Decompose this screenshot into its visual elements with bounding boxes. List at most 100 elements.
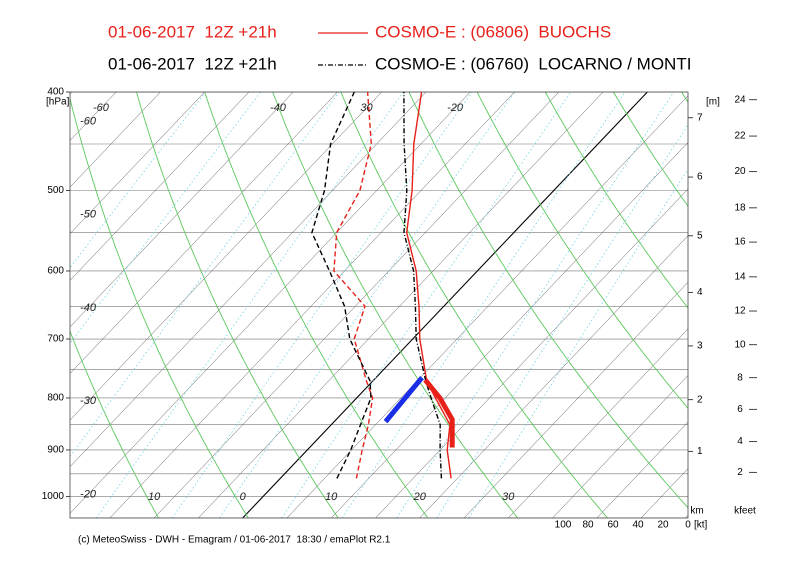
x-tick-label: 20 <box>413 491 427 503</box>
height-tick-label: 6 <box>697 172 703 183</box>
height-tick-label: 3 <box>697 341 703 352</box>
height-tick-label: 2 <box>697 394 703 405</box>
legend-run: 01-06-2017 12Z +21h <box>108 54 277 73</box>
isotherm <box>552 375 688 518</box>
height-axis-unit: km <box>690 506 703 517</box>
mixing-ratio <box>341 92 626 518</box>
kfeet-tick-label: 20 <box>734 166 746 177</box>
kfeet-tick-label: 14 <box>734 271 746 282</box>
x-tick-label: 30 <box>502 491 515 503</box>
isotherm <box>375 188 688 518</box>
wind-tick-label: 20 <box>657 520 669 531</box>
kfeet-tick-label: 18 <box>734 202 746 213</box>
isotherm <box>70 92 205 235</box>
kfeet-tick-label: 12 <box>734 306 746 317</box>
y-tick-label: 600 <box>47 266 64 277</box>
dry-adiabat <box>136 92 339 518</box>
isotherm <box>419 235 688 518</box>
mixing-ratio <box>281 92 572 518</box>
temperature-line <box>403 92 443 479</box>
y-tick-label: 700 <box>47 334 64 345</box>
kfeet-tick-label: 4 <box>737 436 743 447</box>
legend-name: COSMO-E : (06760) LOCARNO / MONTI <box>375 54 691 73</box>
height-tick-label: 4 <box>697 287 703 298</box>
isotherm-label: -60 <box>93 102 110 114</box>
dry-adiabat <box>613 92 688 207</box>
kfeet-tick-label: 24 <box>734 94 746 105</box>
dry-adiabat <box>340 92 608 518</box>
profiles <box>311 92 455 479</box>
thick-segment <box>383 376 424 424</box>
mixing-ratio <box>95 92 404 518</box>
dry-adiabat <box>70 96 249 518</box>
temperature-line <box>405 92 452 479</box>
legend-name: COSMO-E : (06806) BUOCHS <box>375 22 611 41</box>
dry-adiabat <box>544 92 688 309</box>
kfeet-tick-label: 22 <box>734 131 746 142</box>
height-tick-label: 5 <box>697 230 703 241</box>
isotherm-label: -60 <box>80 116 97 128</box>
isotherm <box>109 92 515 518</box>
mixing-ratio <box>396 92 675 518</box>
height-tick-label: 1 <box>697 446 703 457</box>
isotherm <box>70 92 294 328</box>
isotherm <box>70 92 161 188</box>
kfeet-tick-label: 16 <box>734 237 746 248</box>
isotherm <box>70 92 382 421</box>
background-grid <box>0 92 800 518</box>
y-tick-label: 1000 <box>42 491 65 502</box>
isotherm-label: -20 <box>447 102 464 114</box>
x-tick-label: 10 <box>148 491 161 503</box>
labels: 1000 900 800 700 600 5 0 0 400[hPa] 10 0 10 20 30 -60 -… <box>42 22 757 531</box>
thick-segment <box>423 378 455 448</box>
legend-run: 01-06-2017 12Z +21h <box>108 22 277 41</box>
isotherm-label: -40 <box>270 102 287 114</box>
y-tick-label: 900 <box>47 445 64 456</box>
footer: (c) MeteoSwiss - DWH - Emagram / 01-06-2… <box>78 535 391 546</box>
mixing-ratio <box>70 92 206 269</box>
isotherm <box>153 92 559 518</box>
plot-frame <box>69 91 689 519</box>
isotherm <box>286 95 688 518</box>
isotherm <box>0 92 28 518</box>
height-axis-label: [m] <box>706 97 720 108</box>
wind-tick-label: 80 <box>582 520 594 531</box>
mixing-ratio <box>468 168 688 518</box>
wind-tick-label: 0 <box>685 520 691 531</box>
dry-adiabat <box>272 92 519 518</box>
kfeet-tick-label: 6 <box>737 404 743 415</box>
isotherm-label: 30 <box>360 102 373 114</box>
dry-adiabat <box>408 92 688 509</box>
x-tick-label: 10 <box>325 491 338 503</box>
isotherm-label: -20 <box>80 488 97 500</box>
isotherm <box>198 92 604 518</box>
isotherm-label: -50 <box>80 209 97 221</box>
isotherm-label: -40 <box>80 302 97 314</box>
x-tick-label: 0 <box>240 491 247 503</box>
dry-adiabat <box>750 92 800 518</box>
y-tick-label: 400 <box>47 87 64 98</box>
isotherm <box>70 92 427 468</box>
mixing-ratio <box>436 123 688 518</box>
wind-axis-label: [kt] <box>694 520 708 531</box>
y-axis-label: [hPa] <box>46 97 70 108</box>
wind-tick-label: 60 <box>607 520 619 531</box>
y-tick-label: 800 <box>47 393 64 404</box>
kfeet-axis-label: kfeet <box>734 506 756 517</box>
wind-tick-label: 40 <box>632 520 644 531</box>
isotherm <box>508 328 688 518</box>
kfeet-tick-label: 10 <box>734 339 746 350</box>
mixing-ratio <box>219 92 516 518</box>
isotherm-label: -30 <box>80 395 97 407</box>
isotherm <box>596 421 688 518</box>
dry-adiabat <box>204 92 429 518</box>
dry-adiabat <box>70 330 159 518</box>
height-tick-label: 7 <box>697 112 703 123</box>
isotherm <box>640 468 688 518</box>
isotherm <box>70 92 250 281</box>
isotherm <box>463 281 688 518</box>
mixing-ratio <box>70 92 262 345</box>
wind-tick-label: 100 <box>555 520 572 531</box>
kfeet-tick-label: 8 <box>737 372 743 383</box>
